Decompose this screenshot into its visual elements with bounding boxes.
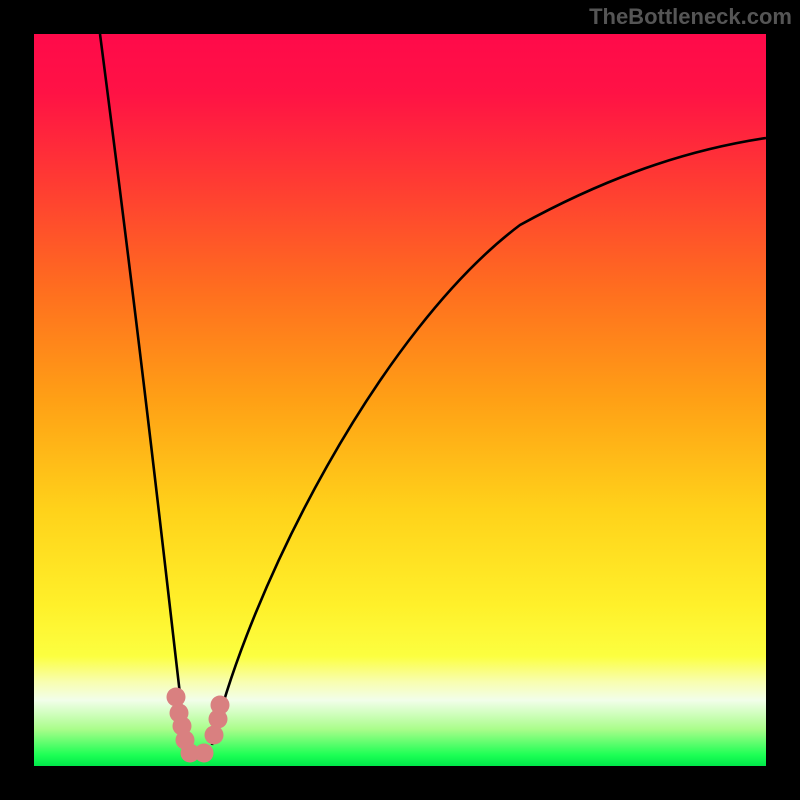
- data-marker: [211, 696, 230, 715]
- plot-background: [34, 34, 766, 766]
- chart-container: TheBottleneck.com: [0, 0, 800, 800]
- watermark-text: TheBottleneck.com: [589, 4, 792, 30]
- data-marker: [205, 726, 224, 745]
- bottleneck-chart: [0, 0, 800, 800]
- data-marker: [167, 688, 186, 707]
- data-marker: [195, 744, 214, 763]
